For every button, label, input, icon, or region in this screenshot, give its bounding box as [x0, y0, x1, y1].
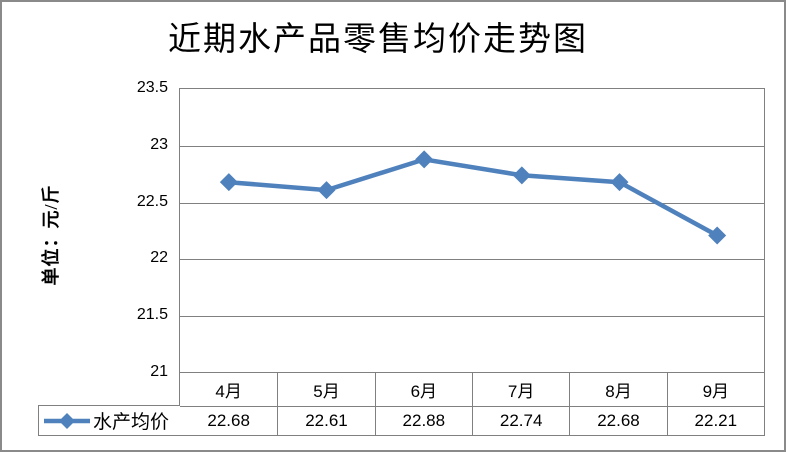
month-header-cell: 5月 [277, 373, 374, 406]
series-line [228, 157, 719, 238]
gridline [180, 145, 764, 147]
data-point-diamond-marker [317, 181, 336, 200]
data-point-diamond-marker [708, 226, 727, 245]
month-header-cell: 6月 [374, 373, 472, 406]
series-line-svg [219, 150, 727, 245]
y-tick-label: 22.5 [136, 192, 168, 210]
y-axis-label: 单位：元/斤 [41, 184, 61, 286]
month-header-cell: 9月 [666, 373, 764, 406]
data-point-diamond-marker [512, 166, 531, 185]
value-cell: 22.68 [180, 406, 278, 435]
data-point-diamond-marker [415, 150, 434, 169]
legend-series-label: 水产均价 [93, 412, 170, 433]
value-cell: 22.74 [472, 406, 570, 435]
y-tick-label: 21.5 [136, 306, 168, 324]
value-cell: 22.61 [277, 406, 375, 435]
data-point-diamond-marker [610, 173, 629, 192]
legend-key: 水产均价 [38, 405, 180, 436]
y-tick-label: 23 [150, 135, 168, 153]
value-cell: 22.88 [374, 406, 472, 435]
data-point-diamond-marker [219, 173, 238, 192]
y-tick-label: 21 [150, 363, 168, 380]
value-cell: 22.68 [569, 406, 667, 435]
data-table: 4月 5月 6月 7月 8月 9月 22.68 22.61 22.88 22.74 22.68 22.… [179, 372, 765, 436]
month-header-cell: 7月 [472, 373, 569, 406]
plot-area [179, 88, 765, 372]
chart-title: 近期水产品零售均价走势图 [168, 22, 588, 58]
month-header-cell: 4月 [215, 382, 242, 401]
gridline [180, 202, 764, 204]
value-cell: 22.21 [666, 406, 764, 435]
gridline [180, 259, 764, 261]
y-tick-label: 22 [150, 249, 168, 267]
gridline [180, 316, 764, 318]
month-header-cell: 8月 [569, 373, 666, 406]
y-tick-label: 23.5 [136, 79, 168, 96]
legend-series-marker-icon [44, 412, 90, 429]
